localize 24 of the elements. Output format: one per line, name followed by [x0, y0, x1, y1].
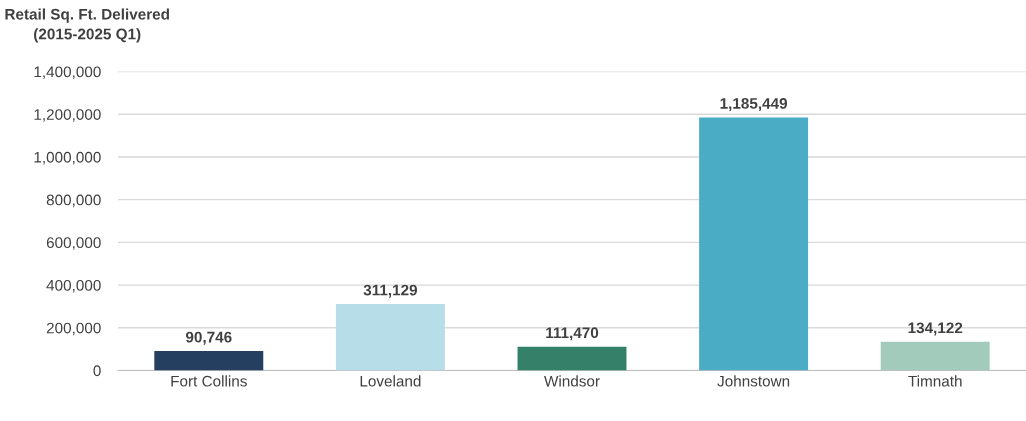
y-tick-label: 800,000	[46, 194, 101, 208]
data-label: 111,470	[546, 327, 599, 341]
x-tick-label: Fort Collins	[171, 375, 247, 387]
data-label: 311,129	[363, 284, 418, 298]
y-tick-label: 400,000	[46, 279, 101, 293]
x-tick-label: Windsor	[544, 375, 600, 387]
y-tick-label: 0	[93, 365, 101, 377]
bar	[699, 117, 809, 371]
bar	[154, 351, 264, 371]
data-label: 134,122	[908, 322, 963, 336]
bar	[335, 304, 445, 371]
x-tick-label: Johnstown	[717, 375, 790, 387]
y-tick-label: 1,400,000	[34, 66, 101, 80]
bar	[517, 346, 627, 371]
y-tick-label: 1,200,000	[34, 109, 101, 122]
x-tick-label: Loveland	[360, 375, 421, 387]
y-tick-label: 200,000	[46, 322, 101, 336]
data-label: 1,185,449	[720, 97, 788, 112]
data-label: 90,746	[185, 331, 232, 345]
y-tick-label: 1,000,000	[34, 151, 101, 165]
y-tick-label: 600,000	[46, 237, 101, 250]
chart-title: Retail Sq. Ft. Delivered (2015-2025 Q1)	[5, 8, 169, 43]
bar	[880, 341, 990, 371]
x-tick-label: Timnath	[908, 375, 962, 387]
